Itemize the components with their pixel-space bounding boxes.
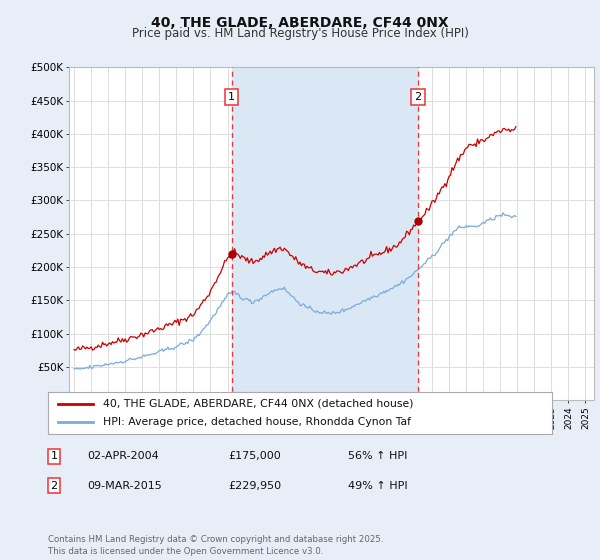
Text: HPI: Average price, detached house, Rhondda Cynon Taf: HPI: Average price, detached house, Rhon… [103,417,412,427]
Text: 2: 2 [50,480,58,491]
Text: £175,000: £175,000 [228,451,281,461]
Text: 40, THE GLADE, ABERDARE, CF44 0NX (detached house): 40, THE GLADE, ABERDARE, CF44 0NX (detac… [103,399,414,409]
Text: 1: 1 [50,451,58,461]
Text: Price paid vs. HM Land Registry's House Price Index (HPI): Price paid vs. HM Land Registry's House … [131,27,469,40]
Text: 56% ↑ HPI: 56% ↑ HPI [348,451,407,461]
Text: 49% ↑ HPI: 49% ↑ HPI [348,480,407,491]
Bar [232,67,418,400]
Text: 40, THE GLADE, ABERDARE, CF44 0NX: 40, THE GLADE, ABERDARE, CF44 0NX [151,16,449,30]
Text: Contains HM Land Registry data © Crown copyright and database right 2025.
This d: Contains HM Land Registry data © Crown c… [48,535,383,556]
Text: 2: 2 [415,92,422,102]
Text: £229,950: £229,950 [228,480,281,491]
Text: 1: 1 [228,92,235,102]
Text: 09-MAR-2015: 09-MAR-2015 [87,480,162,491]
Text: 02-APR-2004: 02-APR-2004 [87,451,159,461]
